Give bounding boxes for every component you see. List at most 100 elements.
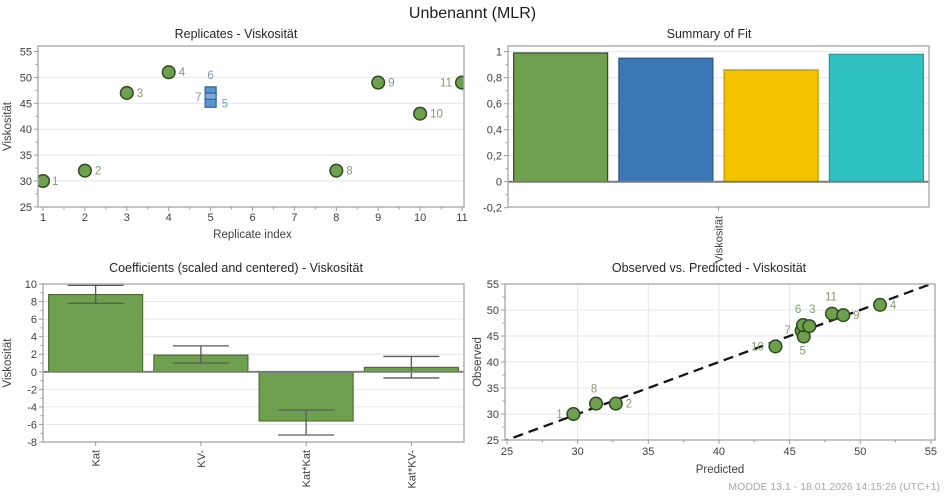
- x-axis: 25 30 35 40 45 50 55: [501, 440, 937, 458]
- point-label: 8: [346, 166, 352, 178]
- y-tick-label: 55: [20, 47, 32, 59]
- x-tick-label: 40: [713, 446, 725, 458]
- x-tick-label: 10: [414, 212, 426, 224]
- data-points: [566, 297, 888, 422]
- y-tick-label: 1: [496, 47, 502, 59]
- point-label: 10: [430, 109, 443, 121]
- point-label: 7: [195, 92, 201, 104]
- obs-pred-point-9[interactable]: [836, 308, 851, 323]
- y-tick-label: 6: [31, 314, 37, 326]
- summary-of-fit-chart: -0,2 0 0,2 0,4 0,6 0,8 1 Viskosität: [483, 45, 930, 263]
- point-label: 9: [388, 78, 394, 90]
- y-tick-label: -6: [27, 419, 37, 431]
- point-label: 7: [784, 325, 790, 337]
- error-bar: [172, 345, 229, 364]
- y-tick-label: 30: [487, 409, 499, 421]
- x-tick-label: 8: [333, 212, 339, 224]
- x-category-label: Kat*KV-: [406, 450, 418, 489]
- point-label: 5: [222, 98, 228, 110]
- y-axis: 25 30 35 40 45 50 55: [20, 47, 38, 214]
- obs-pred-point-2[interactable]: [608, 396, 623, 411]
- y-tick-label: -2: [27, 384, 37, 396]
- x-tick-label: 2: [82, 212, 88, 224]
- y-tick-label: -0,2: [483, 203, 502, 215]
- y-tick-label: 8: [31, 297, 37, 309]
- y-tick-label: 0: [496, 177, 502, 189]
- y-tick-label: 0,8: [487, 73, 502, 85]
- x-tick-label: 45: [783, 446, 795, 458]
- error-bar: [383, 355, 440, 379]
- y-tick-label: -4: [27, 402, 37, 414]
- x-category-label: Kat*Kat: [301, 450, 313, 487]
- y-tick-label: 0,6: [487, 99, 502, 111]
- y-tick-label: 35: [487, 383, 499, 395]
- plot-background: [38, 46, 464, 207]
- footer-timestamp: MODDE 13.1 - 18.01.2026 14:15:26 (UTC+1): [728, 481, 940, 493]
- error-bar: [278, 409, 335, 436]
- obs-pred-point-10[interactable]: [768, 339, 783, 354]
- x-axis-title: Predicted: [696, 464, 745, 476]
- y-tick-label: 2: [31, 349, 37, 361]
- replicate-point-9[interactable]: [371, 75, 386, 90]
- y-axis: -0,2 0 0,2 0,4 0,6 0,8 1: [483, 47, 508, 215]
- y-tick-label: 0,2: [487, 151, 502, 163]
- x-tick-label: 30: [572, 446, 584, 458]
- x-tick-label: 6: [249, 212, 255, 224]
- y-tick-label: 30: [20, 176, 32, 188]
- obs-pred-point-1[interactable]: [566, 406, 581, 422]
- point-label: 4: [890, 300, 897, 312]
- y-tick-label: 10: [25, 279, 37, 291]
- x-tick-label: 5: [208, 212, 214, 224]
- obs-pred-point-3[interactable]: [802, 319, 817, 334]
- replicate-point-10[interactable]: [413, 106, 428, 121]
- point-label: 8: [591, 384, 597, 396]
- summary-bar-4[interactable]: [828, 53, 924, 183]
- coefficients-chart-title: Coefficients (scaled and centered) - Vis…: [109, 261, 363, 275]
- y-tick-label: -8: [27, 437, 37, 449]
- y-axis-title: Viskosität: [2, 101, 14, 151]
- replicate-point-8[interactable]: [329, 163, 344, 178]
- obs-pred-point-8[interactable]: [588, 396, 604, 411]
- replicate-point-4[interactable]: [161, 65, 176, 80]
- point-label: 11: [825, 292, 837, 304]
- x-tick-label: 11: [456, 212, 467, 224]
- coefficient-bar-Kat[interactable]: [48, 293, 144, 373]
- y-tick-label: 25: [487, 435, 499, 447]
- replicate-point-1[interactable]: [37, 173, 51, 189]
- x-tick-label: 55: [925, 446, 937, 458]
- x-category-label: KV-: [196, 450, 208, 468]
- replicate-point-2[interactable]: [77, 163, 92, 178]
- observed-vs-predicted-chart-title: Observed vs. Predicted - Viskosität: [611, 261, 807, 275]
- y-tick-label: 0: [31, 367, 37, 379]
- replicate-point-3[interactable]: [119, 85, 134, 100]
- x-tick-label: 3: [124, 212, 130, 224]
- y-axis-title: Viskosität: [2, 338, 14, 388]
- observed-vs-predicted-chart: 1 8 2 10 75 6 3 11 9 4 25 30 35 40 45 50 55 25 30 35 40 45 50 5…: [472, 279, 937, 476]
- replicate-point-11[interactable]: [454, 75, 469, 90]
- x-tick-label: 1: [40, 212, 46, 224]
- x-category-label: Kat: [91, 450, 103, 467]
- y-tick-label: 50: [20, 72, 32, 84]
- point-label: 1: [556, 409, 562, 421]
- x-tick-label: 7: [291, 212, 297, 224]
- plot-frame: [37, 45, 465, 208]
- point-label: 6: [207, 70, 213, 82]
- obs-pred-point-4[interactable]: [872, 297, 888, 312]
- point-label: 10: [751, 341, 764, 353]
- point-label: 3: [809, 304, 815, 316]
- obs-pred-point-11[interactable]: [824, 306, 840, 321]
- y-tick-label: 45: [487, 331, 499, 343]
- x-tick-label: 9: [375, 212, 381, 224]
- summary-bar-1[interactable]: [513, 52, 609, 183]
- point-label: 3: [137, 88, 143, 100]
- y-tick-label: 35: [20, 150, 32, 162]
- replicate-stack-square[interactable]: [204, 98, 217, 108]
- summary-bar-2[interactable]: [618, 57, 714, 183]
- y-tick-label: 40: [487, 357, 499, 369]
- point-label: 5: [800, 346, 806, 358]
- identity-line: [505, 284, 935, 440]
- summary-bar-3[interactable]: [723, 69, 819, 183]
- error-bar: [67, 284, 124, 304]
